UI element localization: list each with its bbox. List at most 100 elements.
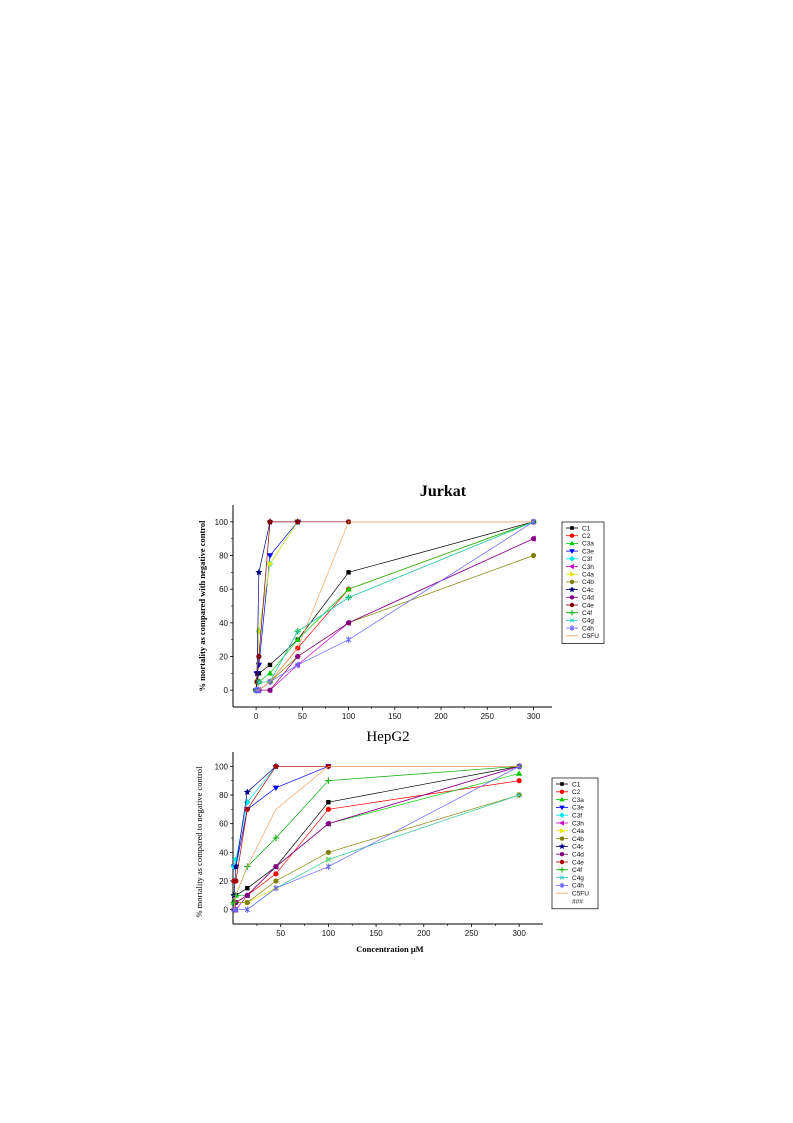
jurkat-legend-marker	[569, 556, 575, 562]
hepg2-line-c3e	[234, 765, 329, 868]
hepg2-point-c4g	[516, 792, 522, 798]
jurkat-legend-marker	[570, 571, 575, 577]
hepg2-line-c4c	[233, 766, 277, 896]
jurkat-point-c3e	[255, 662, 263, 669]
hepg2-legend-label: C4f	[572, 867, 582, 874]
hepg2-point-c4g	[325, 856, 331, 863]
hepg2-legend-marker	[559, 836, 565, 841]
hepg2-legend-label: C4d	[572, 852, 584, 859]
hepg2-point-c2	[516, 778, 522, 784]
hepg2-x-axis-label: Concentration μM	[356, 944, 423, 954]
jurkat-legend-label: C3f	[582, 556, 592, 563]
hepg2-point-c3a	[515, 770, 523, 776]
hepg2-line-c4b	[233, 794, 520, 910]
hepg2-legend-label: C3h	[572, 820, 584, 827]
hepg2-point-c4f	[230, 899, 238, 906]
hepg2-line-c4e	[234, 765, 520, 882]
hepg2-legend-marker	[559, 859, 565, 865]
hepg2-point-c4h	[325, 863, 331, 870]
hepg2-legend-label: C5FU	[572, 891, 589, 898]
jurkat-legend-marker	[569, 609, 575, 616]
hepg2-legend-marker	[559, 796, 565, 802]
hepg2-legend-label: C3e	[572, 805, 584, 812]
hepg2-line-c4g	[234, 794, 520, 911]
hepg2-legend-label: C3f	[572, 813, 582, 820]
jurkat-x-tick-label: 300	[527, 712, 541, 721]
jurkat-legend: C1C2C3aC3eC3fC3hC4aC4bC4cC4dC4eC4fC4gC4h…	[561, 521, 605, 644]
hepg2-x-tick-label: 50	[276, 929, 285, 938]
jurkat-point-c4e	[267, 519, 273, 525]
hepg2-point-c4d	[325, 821, 331, 827]
jurkat-y-tick-label: 60	[219, 585, 228, 594]
hepg2-legend-label: C4h	[572, 883, 584, 890]
jurkat-y-tick-label: 80	[219, 552, 228, 561]
hepg2-point-c2	[325, 806, 331, 812]
jurkat-y-axis-label: % mortality as compared with negative co…	[197, 520, 207, 692]
hepg2-point-c4d	[244, 892, 250, 898]
hepg2-legend-marker	[559, 805, 565, 811]
jurkat-legend-label: C4c	[582, 587, 594, 594]
hepg2-legend-label: ###	[572, 898, 583, 905]
hepg2-point-c4b	[273, 878, 279, 884]
jurkat-y-tick-label: 20	[219, 653, 228, 662]
hepg2-point-c4f	[325, 777, 332, 784]
jurkat-x-tick-label: 100	[342, 712, 356, 721]
hepg2-x-tick-label: 100	[322, 929, 336, 938]
jurkat-point-c4e	[295, 519, 301, 525]
jurkat-point-c4a	[267, 560, 274, 568]
hepg2-y-tick-label: 100	[215, 762, 229, 771]
jurkat-legend-marker	[569, 579, 575, 585]
hepg2-legend: C1C2C3aC3eC3fC3hC4aC4bC4cC4dC4eC4fC4gC4h…	[551, 777, 599, 910]
hepg2-legend-label: C3a	[572, 797, 584, 804]
hepg2-legend-marker	[559, 882, 565, 889]
jurkat-point-c4e	[256, 653, 262, 660]
hepg2-legend-marker	[560, 828, 565, 834]
jurkat-point-c4c	[255, 568, 263, 576]
hepg2-series-c5fu	[233, 765, 520, 910]
jurkat-point-c4d	[295, 653, 301, 660]
jurkat-point-c4d	[345, 620, 352, 626]
jurkat-legend-marker	[569, 618, 575, 623]
jurkat-legend-marker	[568, 586, 576, 593]
jurkat-point-c1	[346, 570, 351, 575]
jurkat-legend-label: C2	[582, 533, 591, 540]
jurkat-legend-marker	[569, 540, 575, 546]
hepg2-point-c4h	[273, 884, 279, 892]
jurkat-point-c4g	[346, 595, 352, 601]
jurkat-x-tick-label: 0	[254, 712, 259, 721]
jurkat-point-c4h	[530, 518, 537, 526]
jurkat-legend-marker	[570, 526, 574, 530]
jurkat-series-c4b	[253, 552, 537, 693]
hepg2-legend-label: C4a	[572, 828, 584, 835]
jurkat-chart-title: Jurkat	[420, 483, 467, 500]
hepg2-legend-marker	[559, 867, 565, 873]
jurkat-legend-marker	[569, 595, 575, 600]
jurkat-legend-marker	[569, 549, 575, 554]
jurkat-point-c4g	[256, 679, 262, 685]
hepg2-legend-marker	[559, 875, 565, 880]
hepg2-point-c4d	[273, 864, 279, 870]
hepg2-legend-marker	[559, 820, 564, 826]
hepg2-point-c4c	[243, 788, 251, 796]
jurkat-legend-label: C4g	[582, 618, 594, 625]
hepg2-point-c4b	[244, 899, 250, 906]
jurkat-legend-label: C3a	[582, 541, 594, 548]
jurkat-y-tick-label: 40	[219, 619, 228, 628]
hepg2-legend-marker	[559, 812, 565, 818]
jurkat-line-c5fu	[256, 521, 534, 691]
hepg2-chart-title: HepG2	[366, 729, 409, 745]
jurkat-legend-box	[561, 521, 605, 644]
jurkat-point-c4h	[295, 661, 301, 669]
hepg2-legend-label: C1	[572, 781, 581, 788]
hepg2-legend-label: C4c	[572, 844, 584, 851]
jurkat-point-c4d	[530, 536, 537, 542]
hepg2-series-c4b	[231, 792, 522, 913]
jurkat-legend-label: C3e	[582, 548, 594, 555]
jurkat-chart: Jurkat 0 20 40 60 80 100 0 50 100 150 200 250 300 % mo…	[197, 483, 605, 721]
jurkat-legend-marker	[569, 602, 575, 608]
jurkat-x-tick-label: 50	[298, 712, 307, 721]
hepg2-x-tick-label: 150	[369, 929, 383, 938]
hepg2-y-axis-label: % mortality as compared to negative cont…	[194, 766, 204, 918]
jurkat-legend-label: C4f	[582, 610, 592, 617]
